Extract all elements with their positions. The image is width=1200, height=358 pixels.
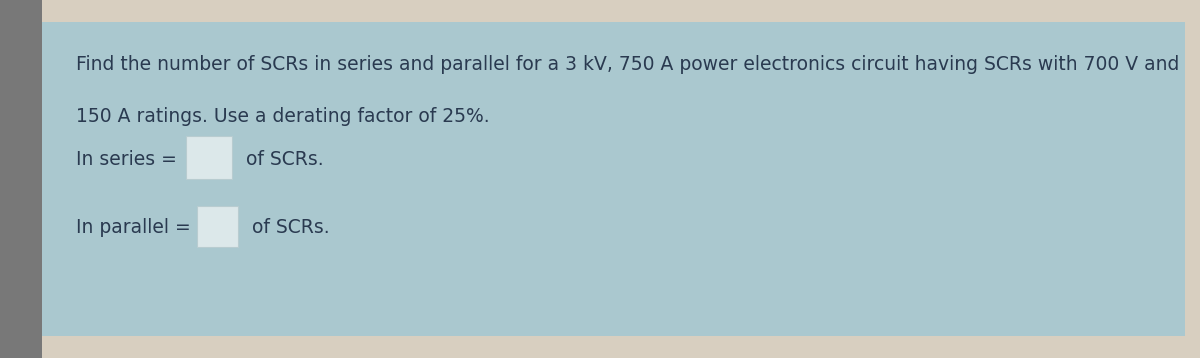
Text: In parallel =: In parallel = [76, 218, 191, 237]
Text: of SCRs.: of SCRs. [246, 150, 324, 169]
Text: Find the number of SCRs in series and parallel for a 3 kV, 750 A power electroni: Find the number of SCRs in series and pa… [76, 55, 1178, 74]
Text: of SCRs.: of SCRs. [252, 218, 330, 237]
Text: 150 A ratings. Use a derating factor of 25%.: 150 A ratings. Use a derating factor of … [76, 107, 490, 126]
Text: In series =: In series = [76, 150, 176, 169]
